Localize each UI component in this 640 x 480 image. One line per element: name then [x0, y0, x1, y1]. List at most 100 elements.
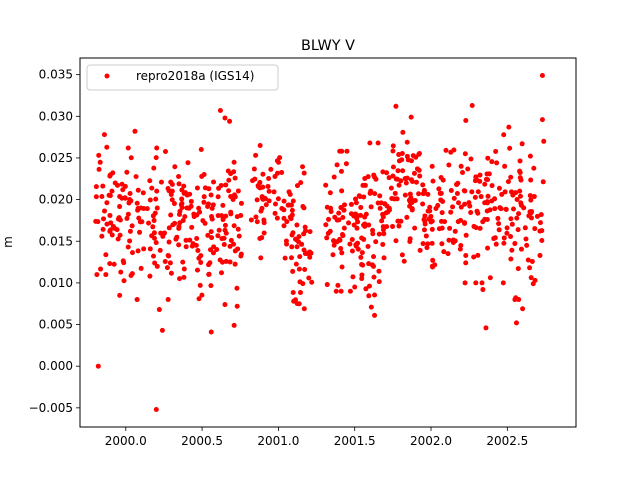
data-point	[296, 266, 302, 272]
data-point	[129, 250, 135, 256]
data-point	[275, 170, 281, 176]
data-point	[372, 292, 378, 298]
data-point	[181, 266, 187, 272]
data-point	[279, 206, 285, 212]
data-point	[471, 254, 477, 260]
data-point	[390, 148, 396, 154]
data-point	[517, 188, 523, 194]
data-point	[127, 190, 133, 196]
data-point	[531, 194, 537, 200]
data-point	[393, 176, 399, 182]
data-point	[439, 218, 445, 224]
data-point	[153, 196, 159, 202]
data-point	[408, 177, 414, 183]
data-point	[380, 227, 386, 233]
data-point	[106, 192, 112, 198]
data-point	[527, 193, 533, 199]
data-point	[386, 175, 392, 181]
data-point	[436, 186, 442, 192]
data-point	[380, 169, 386, 175]
data-point	[539, 237, 545, 243]
data-point	[339, 231, 345, 237]
data-points	[93, 72, 547, 413]
data-point	[443, 147, 449, 153]
data-point	[446, 237, 452, 243]
data-point	[259, 235, 265, 241]
data-point	[122, 183, 128, 189]
data-point	[288, 255, 294, 261]
data-point	[487, 275, 493, 281]
data-point	[268, 166, 274, 172]
data-point	[507, 145, 513, 151]
data-point	[380, 241, 386, 247]
data-point	[353, 200, 359, 206]
data-point	[172, 164, 178, 170]
data-point	[166, 239, 172, 245]
data-point	[462, 188, 468, 194]
data-point	[428, 213, 434, 219]
data-point	[460, 170, 466, 176]
data-point	[167, 260, 173, 266]
data-point	[107, 227, 113, 233]
data-point	[231, 322, 237, 328]
data-point	[219, 270, 224, 276]
data-point	[529, 208, 535, 214]
data-point	[199, 292, 205, 298]
data-point	[445, 251, 451, 257]
data-point	[383, 210, 389, 216]
data-point	[127, 196, 133, 202]
data-point	[96, 152, 102, 158]
data-point	[501, 132, 507, 138]
data-point	[289, 212, 295, 218]
data-point	[324, 235, 330, 241]
data-point	[251, 166, 257, 172]
data-point	[440, 198, 446, 204]
data-point	[439, 210, 445, 216]
data-point	[430, 264, 436, 270]
data-point	[95, 363, 101, 369]
data-point	[96, 166, 102, 172]
data-point	[355, 219, 361, 225]
data-point	[297, 279, 303, 285]
data-point	[526, 213, 532, 219]
data-point	[524, 242, 530, 248]
data-point	[539, 72, 545, 78]
data-point	[201, 199, 207, 205]
data-point	[462, 280, 468, 286]
y-tick-label: 0.030	[39, 109, 73, 123]
data-point	[182, 214, 188, 220]
data-point	[359, 272, 365, 278]
data-point	[93, 194, 99, 200]
data-point	[284, 219, 290, 225]
data-point	[339, 188, 345, 194]
data-point	[355, 246, 361, 252]
data-point	[475, 210, 481, 216]
data-point	[429, 226, 435, 232]
data-point	[100, 183, 106, 189]
data-point	[422, 213, 428, 219]
data-point	[400, 129, 406, 135]
data-point	[116, 215, 122, 221]
data-point	[451, 195, 457, 201]
data-point	[176, 181, 182, 187]
data-point	[238, 251, 244, 257]
data-point	[294, 222, 300, 228]
data-point	[153, 155, 159, 161]
data-point	[496, 185, 502, 191]
data-point	[404, 175, 410, 181]
data-point	[493, 148, 499, 154]
data-point	[194, 235, 200, 241]
data-point	[353, 242, 359, 248]
data-point	[147, 246, 153, 252]
data-point	[231, 241, 237, 247]
data-point	[137, 219, 143, 225]
data-point	[368, 204, 374, 210]
data-point	[347, 288, 353, 294]
data-point	[362, 214, 368, 220]
data-point	[388, 185, 394, 191]
data-point	[222, 115, 228, 121]
data-point	[475, 252, 481, 258]
data-point	[530, 281, 536, 287]
data-point	[390, 223, 396, 229]
